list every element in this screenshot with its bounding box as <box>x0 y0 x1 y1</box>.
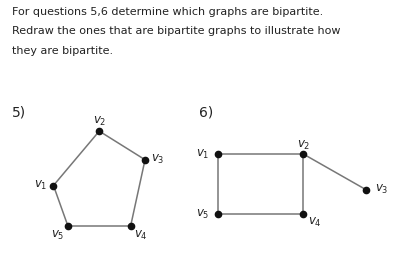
Text: 6): 6) <box>198 106 213 120</box>
Text: For questions 5,6 determine which graphs are bipartite.: For questions 5,6 determine which graphs… <box>12 7 323 17</box>
Text: $v_5$: $v_5$ <box>196 207 209 221</box>
Text: $v_1$: $v_1$ <box>196 147 209 161</box>
Text: $v_3$: $v_3$ <box>375 183 388 196</box>
Text: $v_2$: $v_2$ <box>297 139 310 152</box>
Text: $v_1$: $v_1$ <box>34 179 47 192</box>
Text: $v_4$: $v_4$ <box>308 216 322 229</box>
Text: they are bipartite.: they are bipartite. <box>12 46 113 56</box>
Text: $v_5$: $v_5$ <box>51 229 64 242</box>
Text: $v_4$: $v_4$ <box>134 229 148 242</box>
Text: Redraw the ones that are bipartite graphs to illustrate how: Redraw the ones that are bipartite graph… <box>12 26 340 37</box>
Text: 5): 5) <box>12 106 26 120</box>
Text: $v_2$: $v_2$ <box>93 114 106 128</box>
Text: $v_3$: $v_3$ <box>151 153 165 166</box>
